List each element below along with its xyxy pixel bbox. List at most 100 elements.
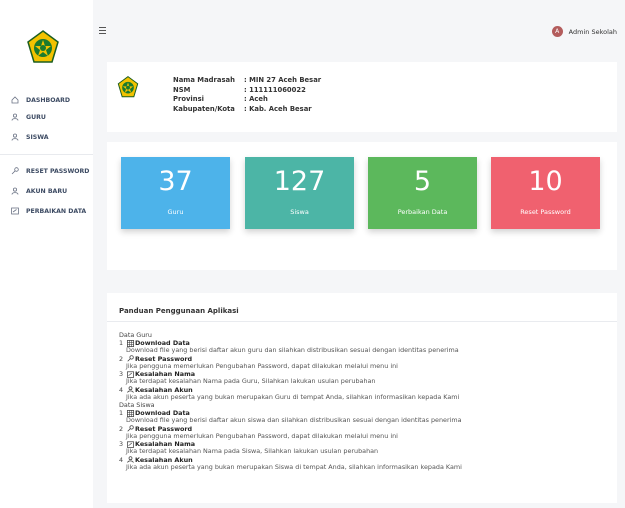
- sidebar-item-reset-password[interactable]: RESET PASSWORD: [10, 165, 89, 177]
- guide-item-heading: Kesalahan Nama: [135, 370, 196, 378]
- guide-item-content: Kesalahan Nama Jika terdapat kesalahan Na…: [126, 370, 609, 386]
- guide-item-heading: Kesalahan Akun: [135, 385, 193, 394]
- sidebar-item-label: RESET PASSWORD: [26, 167, 90, 175]
- info-label: Provinsi: [173, 95, 204, 103]
- info-label: Kabupaten/Kota: [173, 104, 235, 113]
- guide-item-description: Download file yang berisi daftar akun gu…: [126, 346, 459, 354]
- stat-tile-guru[interactable]: 37 Guru: [121, 157, 230, 229]
- guide-item-content: Download Data Download file yang berisi d…: [126, 339, 609, 355]
- info-value: : MIN 27 Aceh Besar: [244, 76, 322, 84]
- guide-item-content: Kesalahan Nama Jika terdapat kesalahan Na…: [126, 440, 609, 456]
- user-icon: [10, 112, 20, 122]
- guide-item-number: 3: [119, 440, 124, 448]
- user-icon: [126, 386, 134, 393]
- info-label: NSM: [173, 85, 191, 94]
- edit-icon: [126, 440, 134, 448]
- edit-icon: [10, 206, 20, 216]
- guide-item-heading: Download Data: [135, 339, 190, 347]
- kemenag-emblem-icon[interactable]: [26, 30, 60, 64]
- sidebar-item-label: SISWA: [26, 133, 49, 141]
- user-icon: [10, 132, 20, 142]
- guide-item-content: Reset Password Jika pengguna memerlukan P…: [126, 425, 609, 441]
- key-icon: [126, 355, 134, 362]
- guide-item-heading-row: Reset Password: [126, 425, 609, 433]
- sidebar-item-siswa[interactable]: SISWA: [10, 131, 49, 143]
- guide-item: 2 Reset Password Jika pengguna memerlukan …: [119, 355, 609, 371]
- guide-item-description: Jika terdapat kesalahan Nama pada Guru, …: [126, 377, 376, 385]
- guide-item-heading-row: Kesalahan Nama: [126, 440, 609, 448]
- avatar: A: [551, 26, 563, 37]
- stat-label: Siswa: [290, 208, 309, 216]
- stat-value: 10: [528, 166, 563, 197]
- sidebar-item-akun-baru[interactable]: AKUN BARU: [10, 185, 67, 197]
- guide-item-number: 3: [119, 370, 124, 378]
- sidebar-item-guru[interactable]: GURU: [10, 111, 46, 123]
- guide-item-number: 2: [119, 354, 124, 363]
- table-icon: [126, 409, 134, 417]
- guide-item-heading-row: Download Data: [126, 409, 609, 417]
- guide-item-number: 4: [119, 385, 124, 394]
- guide-item-heading-row: Reset Password: [126, 355, 609, 363]
- guide-item-description: Jika pengguna memerlukan Pengubahan Pass…: [126, 431, 398, 440]
- guide-item-description: Jika terdapat kesalahan Nama pada Siswa,…: [126, 447, 379, 455]
- sidebar-item-label: GURU: [26, 113, 46, 121]
- guide-item-heading-row: Download Data: [126, 339, 609, 347]
- info-value: : Kab. Aceh Besar: [244, 104, 312, 113]
- guide-item: 3 Kesalahan Nama Jika terdapat kesalahan N…: [119, 370, 609, 386]
- guide-item-heading-row: Kesalahan Akun: [126, 386, 609, 394]
- stat-value: 127: [273, 166, 326, 197]
- stat-value: 5: [413, 166, 432, 197]
- sidebar-item-label: PERBAIKAN DATA: [26, 207, 87, 215]
- info-row: Provinsi : Aceh: [173, 95, 321, 105]
- school-info-table: Nama Madrasah : MIN 27 Aceh Besar NSM : …: [173, 76, 321, 114]
- kemenag-emblem-icon: [117, 76, 139, 98]
- hamburger-icon[interactable]: [99, 27, 106, 34]
- guide-item-number: 2: [119, 424, 124, 433]
- user-menu[interactable]: A Admin Sekolah: [551, 26, 617, 37]
- guide-item-heading: Reset Password: [135, 354, 193, 363]
- stat-tile-perbaikan-data[interactable]: 5 Perbaikan Data: [368, 157, 477, 229]
- top-bar: A Admin Sekolah: [93, 0, 625, 62]
- guide-section-title: Data Guru: [119, 331, 152, 339]
- guide-item-description: Jika ada akun peserta yang bukan merupak…: [126, 462, 462, 471]
- guide-item-description: Jika ada akun peserta yang bukan merupak…: [126, 392, 460, 401]
- info-label: Nama Madrasah: [173, 76, 235, 84]
- guide-item-content: Kesalahan Akun Jika ada akun peserta yang…: [126, 456, 609, 472]
- guide-item: 4 Kesalahan Akun Jika ada akun peserta yan…: [119, 456, 609, 472]
- guide-item: 1 Download Data Download file yang berisi …: [119, 409, 609, 425]
- sidebar-item-label: AKUN BARU: [26, 187, 68, 195]
- guide-item-heading-row: Kesalahan Nama: [126, 370, 609, 378]
- guide-item-number: 1: [119, 339, 124, 347]
- guide-item: 4 Kesalahan Akun Jika ada akun peserta yan…: [119, 386, 609, 402]
- stat-label: Reset Password: [520, 208, 571, 216]
- info-row: Nama Madrasah : MIN 27 Aceh Besar: [173, 76, 321, 86]
- stats-card: 37 Guru 127 Siswa 5 Perbaikan Data 10 Re…: [107, 142, 617, 270]
- sidebar-item-perbaikan-data[interactable]: PERBAIKAN DATA: [10, 205, 86, 217]
- guide-title: Panduan Penggunaan Aplikasi: [119, 307, 239, 315]
- guide-section-title: Data Siswa: [119, 401, 155, 409]
- edit-icon: [126, 370, 134, 378]
- stat-value: 37: [158, 166, 193, 197]
- guide-item-heading: Kesalahan Nama: [135, 440, 196, 448]
- info-value: : 111111060022: [244, 85, 306, 94]
- guide-item-content: Reset Password Jika pengguna memerlukan P…: [126, 355, 609, 371]
- guide-item-number: 1: [119, 409, 124, 417]
- guide-item-number: 4: [119, 455, 124, 464]
- guide-item: 2 Reset Password Jika pengguna memerlukan …: [119, 425, 609, 441]
- guide-item: 3 Kesalahan Nama Jika terdapat kesalahan N…: [119, 440, 609, 456]
- guide-item-content: Download Data Download file yang berisi d…: [126, 409, 609, 425]
- guide-item-description: Jika pengguna memerlukan Pengubahan Pass…: [126, 361, 398, 370]
- table-icon: [126, 339, 134, 347]
- key-icon: [10, 166, 20, 176]
- stat-tile-reset-password[interactable]: 10 Reset Password: [491, 157, 600, 229]
- key-icon: [126, 425, 134, 432]
- stat-tile-siswa[interactable]: 127 Siswa: [245, 157, 354, 229]
- guide-body: Data Guru 1 Download Data Download file yan…: [119, 331, 609, 471]
- guide-item-heading: Kesalahan Akun: [135, 455, 193, 464]
- user-name: Admin Sekolah: [568, 27, 617, 36]
- guide-item: 1 Download Data Download file yang berisi …: [119, 339, 609, 355]
- guide-divider: [107, 321, 617, 322]
- guide-item-heading: Download Data: [135, 409, 190, 417]
- sidebar-item-label: DASHBOARD: [26, 96, 71, 104]
- sidebar-item-dashboard[interactable]: DASHBOARD: [10, 94, 70, 106]
